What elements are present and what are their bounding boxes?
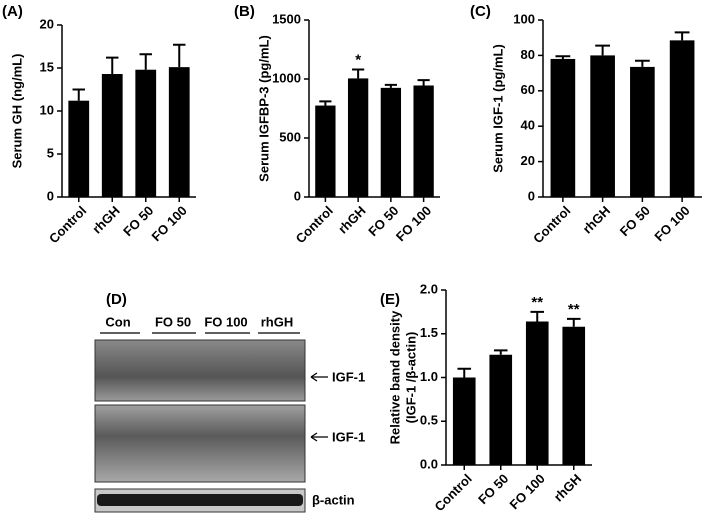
x-tick-label: FO 100 [149,203,190,244]
bar [168,67,190,197]
panel-label: (B) [234,3,255,20]
band-label: IGF-1 [332,429,365,444]
blot-image [94,339,306,402]
error-bar [530,310,545,322]
error-bar [384,83,397,88]
bar [68,100,90,197]
error-bar [352,68,365,79]
blot-image [94,404,306,483]
y-tick-label: 1000 [272,70,301,85]
y-tick-label: 10 [40,102,54,117]
y-tick-label: 0.0 [420,456,438,471]
y-axis-label: (IGF-1 /β-actin) [403,332,418,424]
bar [347,78,369,197]
y-tick-label: 5 [47,145,54,160]
x-tick-label: FO 50 [617,203,653,239]
actin-band [97,494,303,506]
significance: * [355,52,361,69]
bar [380,87,402,197]
group-label: FO 50 [155,314,191,329]
error-bar [674,31,690,41]
bar [315,105,336,197]
bar [452,377,476,465]
error-bar [106,56,119,75]
group-label: FO 100 [204,314,247,329]
y-tick-label: 1500 [272,11,301,26]
y-tick-label: 0 [294,188,301,203]
error-bar [319,100,332,106]
bar [562,326,586,465]
bar [525,321,549,465]
x-tick-label: Control [46,203,89,246]
bar [413,85,434,197]
panel-label: (D) [106,291,127,308]
error-bar [566,317,581,327]
bar [489,354,513,465]
significance: ** [531,294,543,311]
y-tick-label: 60 [521,82,535,97]
y-tick-label: 100 [513,11,535,26]
y-tick-label: 0 [47,188,54,203]
x-tick-label: FO 100 [651,203,692,244]
western-blot: (D) Con FO 50 FO 100 rhGH IGF-1 IGF-1 β-… [94,291,365,513]
panel-label: (C) [470,3,491,20]
y-axis-label: Serum GH (ng/mL) [9,54,24,169]
y-tick-label: 1.5 [420,325,438,340]
group-label: Con [105,314,130,329]
x-tick-label: rhGH [580,203,614,237]
x-tick-label: rhGH [335,203,369,237]
bar [590,55,615,198]
error-bar [417,79,430,86]
group-label: rhGH [261,314,294,329]
bar [630,66,655,197]
x-tick-label: rhGH [551,471,585,505]
band-label: IGF-1 [332,369,365,384]
error-bar [493,349,508,355]
error-bar [72,88,85,101]
x-tick-label: Control [432,471,475,514]
error-bar [595,44,611,56]
y-tick-label: 20 [521,153,535,168]
y-tick-label: 0 [528,188,535,203]
y-tick-label: 500 [279,129,301,144]
y-tick-label: 15 [40,59,54,74]
significance: ** [568,301,580,318]
bar [135,69,157,197]
bar [550,58,576,197]
y-axis-label: Serum IGF-1 (pg/mL) [490,44,505,173]
error-bar [173,43,186,68]
y-tick-label: 2.0 [420,281,438,296]
x-tick-label: Control [530,203,573,246]
y-axis-label: Relative band density [387,310,402,444]
x-tick-label: Control [293,203,336,246]
error-bar [139,53,152,70]
x-tick-label: rhGH [89,203,123,237]
bar [101,74,123,197]
error-bar [555,55,571,59]
y-tick-label: 20 [40,16,54,31]
y-tick-label: 40 [521,118,535,133]
y-tick-label: 1.0 [420,369,438,384]
panel-label: (A) [2,3,23,20]
y-tick-label: 0.5 [420,413,438,428]
y-tick-label: 80 [521,47,535,62]
arrows [310,372,328,442]
band-label: β-actin [312,492,355,507]
x-tick-label: FO 100 [393,203,434,244]
x-tick-label: FO 100 [507,471,548,512]
error-bar [634,59,650,67]
y-axis-label: Serum IGFBP-3 (pg/mL) [256,35,271,182]
error-bar [457,367,472,378]
bar [669,40,695,198]
panel-label: (E) [380,291,400,308]
